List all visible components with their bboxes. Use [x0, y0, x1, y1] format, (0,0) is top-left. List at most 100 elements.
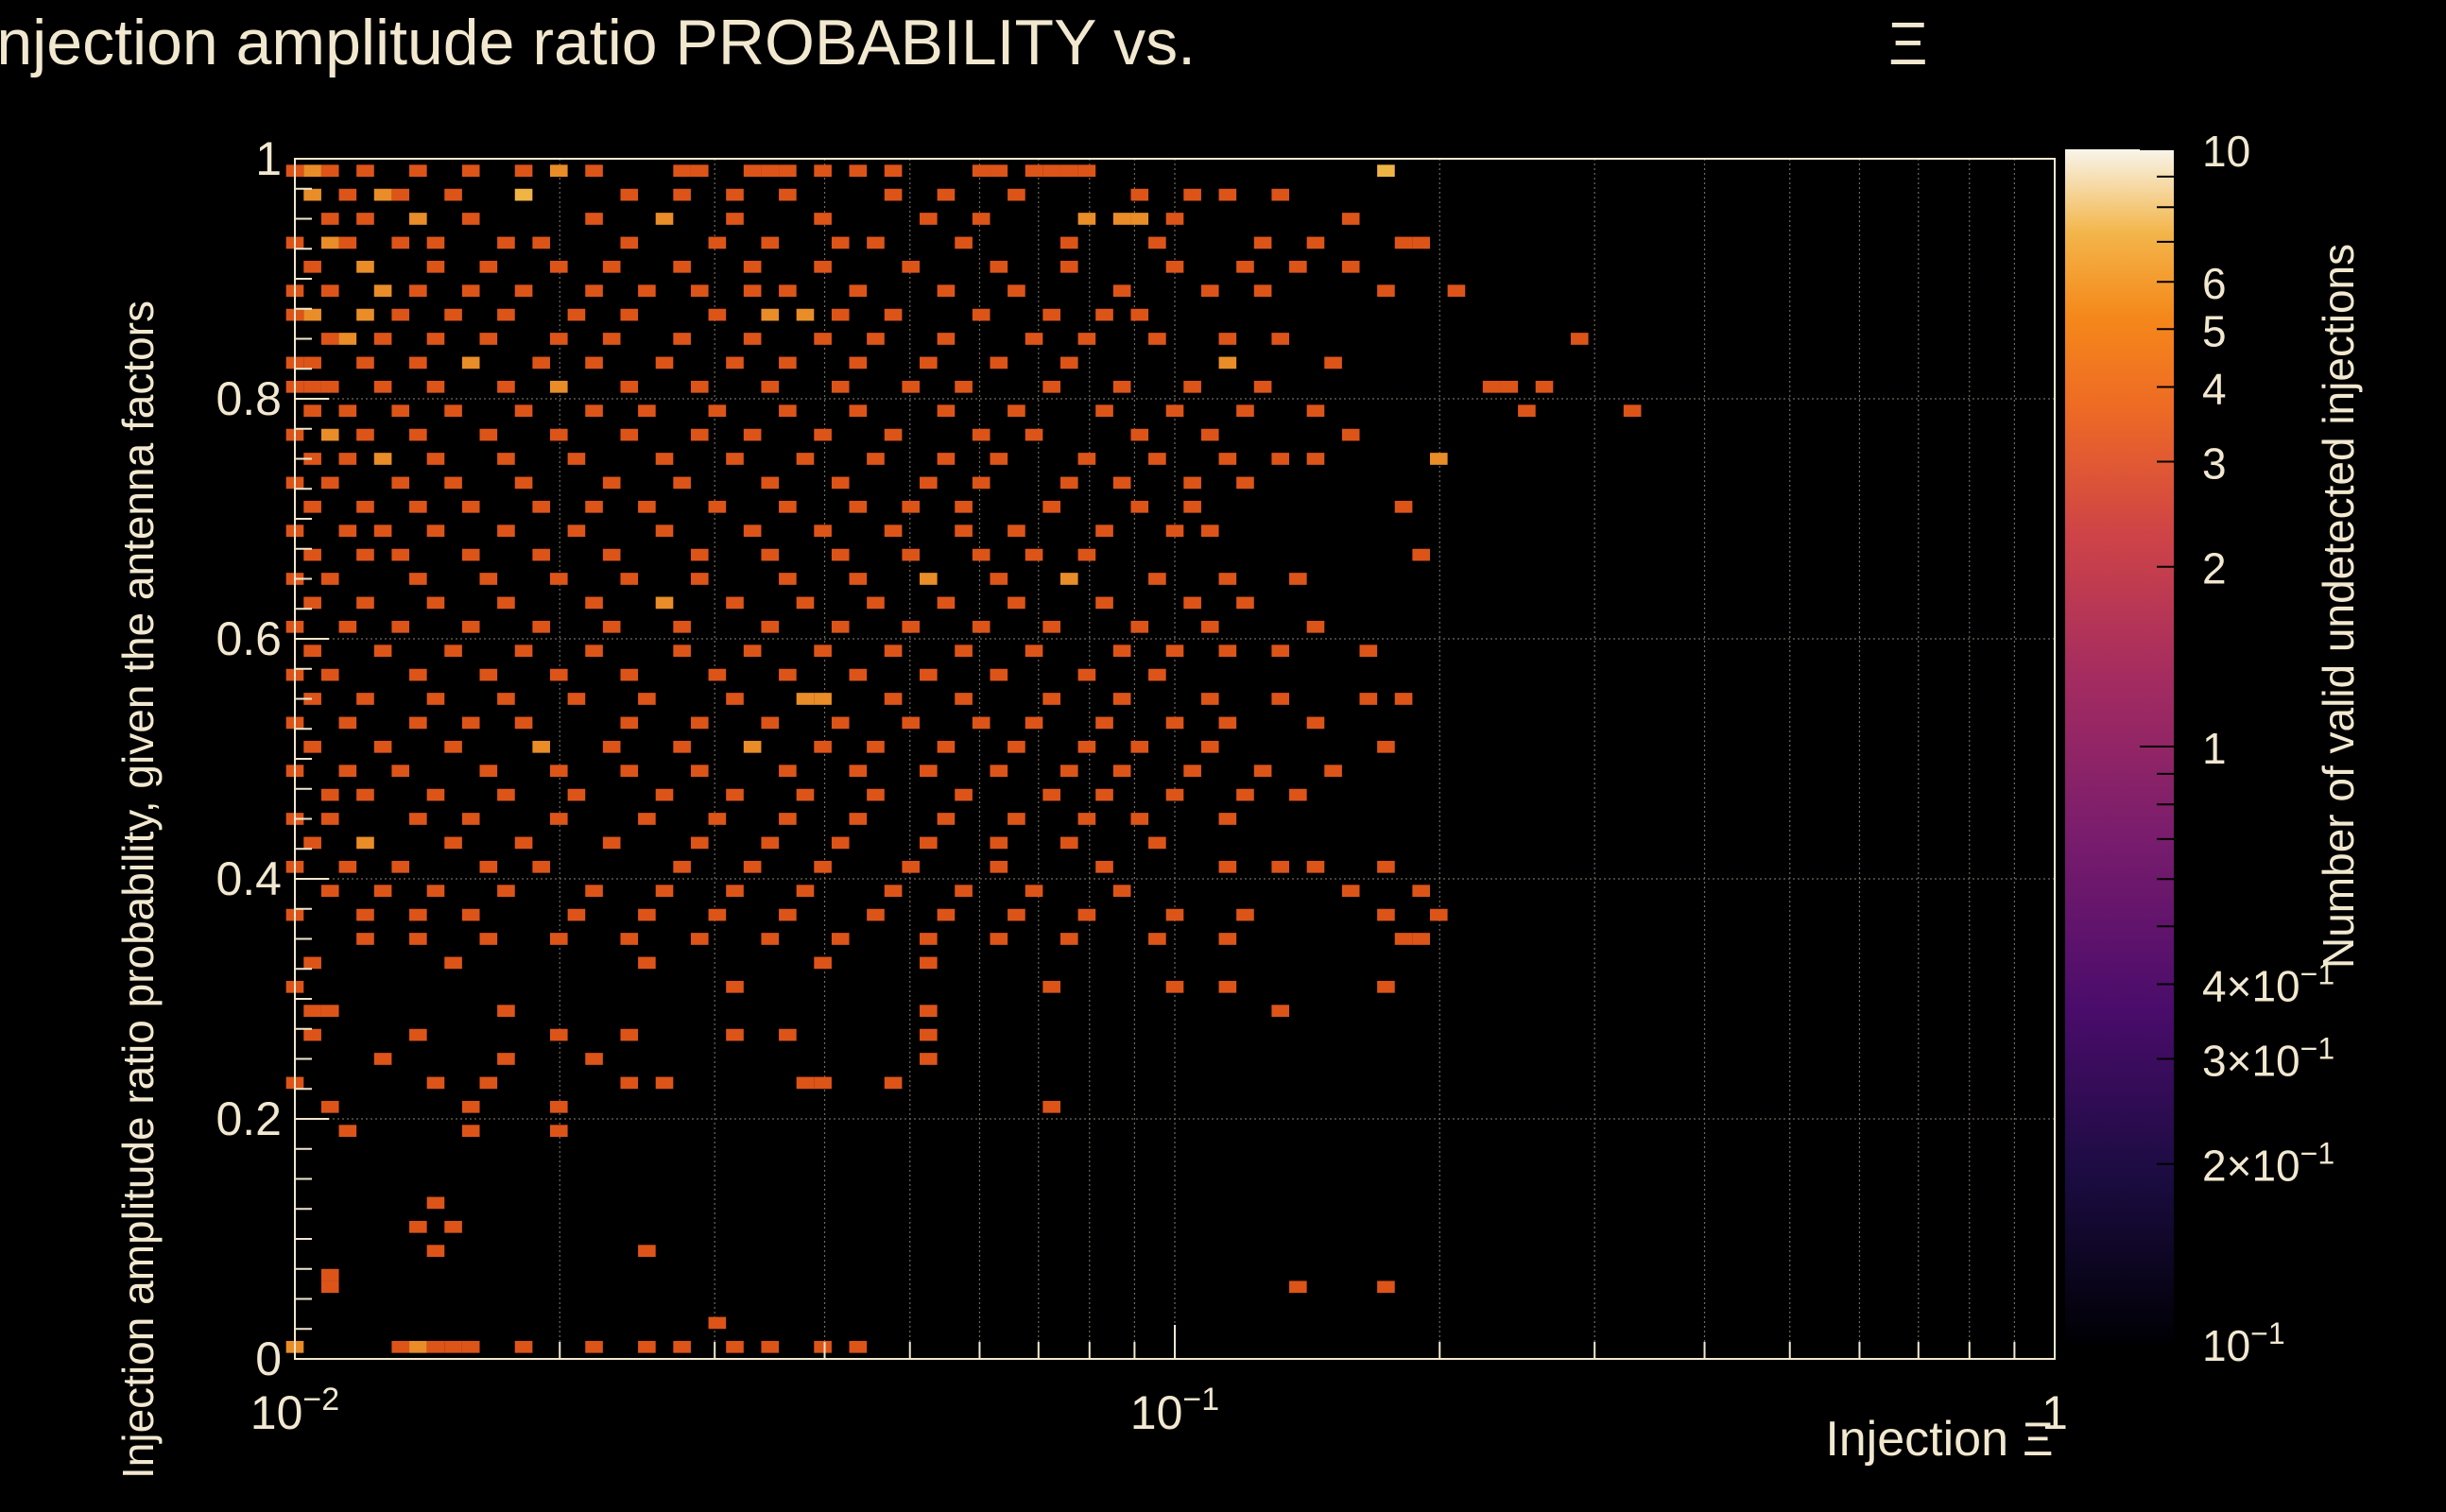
- heatmap-cell: [1377, 1280, 1395, 1294]
- colorbar-tick-label: 4×10−1: [2202, 956, 2334, 1010]
- heatmap-cell: [1148, 333, 1166, 345]
- heatmap-cell: [1271, 644, 1290, 658]
- heatmap-cell: [920, 956, 938, 970]
- heatmap-cell: [831, 476, 850, 490]
- heatmap-cell: [320, 284, 339, 298]
- heatmap-cell: [1253, 380, 1272, 393]
- y-tick-label: 0: [255, 1332, 282, 1385]
- heatmap-cell: [602, 333, 621, 345]
- heatmap-cell: [1025, 885, 1043, 898]
- heatmap-cell: [1429, 453, 1448, 465]
- heatmap-cell: [937, 740, 956, 753]
- heatmap-cell: [1095, 788, 1113, 801]
- heatmap-cell: [1482, 380, 1501, 393]
- heatmap-cell: [1500, 380, 1519, 393]
- heatmap-cell: [867, 453, 885, 465]
- heatmap-cell: [602, 620, 621, 633]
- heatmap-cell: [409, 668, 427, 681]
- heatmap-cell: [814, 260, 832, 273]
- heatmap-cell: [920, 1005, 938, 1018]
- heatmap-cell: [1165, 980, 1184, 993]
- heatmap-cell: [1042, 1100, 1060, 1113]
- heatmap-cell: [602, 476, 621, 490]
- heatmap-cell: [920, 933, 938, 945]
- colorbar-tick-label: 4: [2202, 364, 2227, 413]
- heatmap-cell: [831, 380, 850, 393]
- heatmap-cell: [990, 933, 1008, 945]
- heatmap-cell: [1253, 765, 1272, 778]
- heatmap-cell: [303, 356, 321, 369]
- heatmap-cell: [373, 453, 392, 465]
- heatmap-cell: [320, 885, 339, 898]
- heatmap-cell: [602, 548, 621, 561]
- heatmap-cell: [1200, 524, 1219, 538]
- colorbar-ticks: 10 65 4 3 2 1 4×10−1 3×10−1 2×10−1 10−1: [2140, 127, 2334, 1370]
- heatmap-cell: [1042, 620, 1060, 633]
- heatmap-cell: [1042, 500, 1060, 513]
- heatmap-cell: [461, 813, 480, 825]
- heatmap-cell: [779, 284, 797, 298]
- heatmap-cell: [1236, 476, 1254, 490]
- colorbar-tick-label: 6: [2202, 259, 2227, 308]
- heatmap-cell: [567, 308, 586, 321]
- heatmap-cell: [1306, 404, 1325, 418]
- heatmap-cell: [444, 308, 462, 321]
- heatmap-cell: [426, 885, 445, 898]
- heatmap-cell: [1059, 476, 1078, 490]
- heatmap-cell: [743, 860, 762, 873]
- heatmap-cell: [409, 933, 427, 945]
- heatmap-cell: [1042, 788, 1060, 801]
- heatmap-cell: [955, 236, 973, 249]
- heatmap-cell: [373, 188, 392, 201]
- heatmap-cell: [743, 740, 762, 753]
- heatmap-cell: [479, 933, 498, 945]
- heatmap-cell: [1025, 644, 1043, 658]
- heatmap-cell: [1130, 500, 1149, 513]
- heatmap-cell: [514, 1340, 533, 1353]
- heatmap-cell: [726, 1340, 744, 1353]
- heatmap-cell: [1289, 260, 1307, 273]
- heatmap-cell: [444, 1220, 462, 1233]
- heatmap-cell: [461, 356, 480, 369]
- heatmap-cell: [796, 596, 815, 610]
- heatmap-cell: [761, 620, 780, 633]
- heatmap-cell: [514, 836, 533, 850]
- heatmap-cell: [497, 693, 515, 705]
- heatmap-cell: [1059, 236, 1078, 249]
- heatmap-cell: [955, 524, 973, 538]
- heatmap-cell: [638, 500, 656, 513]
- heatmap-cell: [303, 693, 321, 705]
- heatmap-cell: [902, 260, 921, 273]
- heatmap-cell: [690, 716, 709, 730]
- heatmap-cell: [409, 284, 427, 298]
- heatmap-cell: [497, 236, 515, 249]
- heatmap-cell: [1130, 428, 1149, 441]
- heatmap-cell: [1341, 885, 1360, 898]
- heatmap-cell: [1306, 716, 1325, 730]
- heatmap-cell: [409, 500, 427, 513]
- heatmap-cell: [338, 1125, 357, 1138]
- heatmap-cell: [708, 668, 727, 681]
- heatmap-cell: [444, 644, 462, 658]
- heatmap-cell: [779, 813, 797, 825]
- heatmap-cell: [373, 885, 392, 898]
- heatmap-cell: [1200, 740, 1219, 753]
- heatmap-cell: [338, 453, 357, 465]
- heatmap-cell: [1200, 620, 1219, 633]
- heatmap-cell: [585, 500, 603, 513]
- heatmap-cell: [638, 1245, 656, 1258]
- heatmap-cell: [814, 644, 832, 658]
- heatmap-cell: [356, 308, 374, 321]
- heatmap-cell: [972, 213, 990, 225]
- heatmap-cell: [867, 333, 885, 345]
- heatmap-cell: [743, 164, 762, 178]
- heatmap-cell: [655, 213, 674, 225]
- heatmap-cell: [1059, 356, 1078, 369]
- heatmap-cell: [779, 1028, 797, 1041]
- heatmap-cell: [1112, 213, 1131, 225]
- heatmap-cell: [779, 164, 797, 178]
- heatmap-cell: [1218, 644, 1237, 658]
- heatmap-cell: [409, 813, 427, 825]
- heatmap-cell: [726, 356, 744, 369]
- heatmap-cell: [726, 980, 744, 993]
